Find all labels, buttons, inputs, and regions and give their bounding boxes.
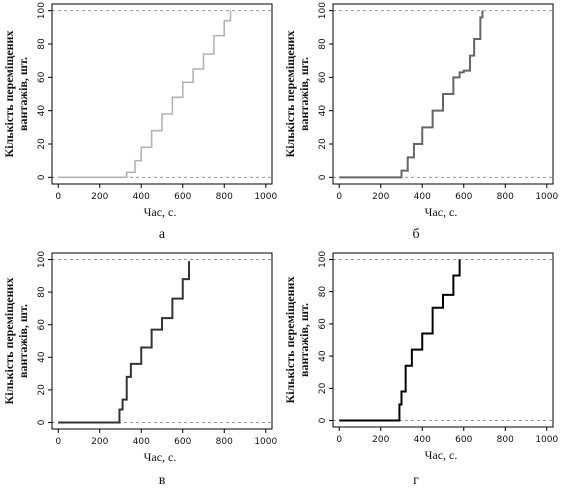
y-tick-label-a-5: 100 [37,2,47,19]
chart-panel-a: 0 200 400 600 800 1000 0 20 40 60 80 100 Час, с. Кіль… [0,0,281,246]
y-tick-label-d-4: 80 [318,286,328,298]
y-axis-label-a-line-1: Кількість переміщених [2,31,16,158]
series-line-c [58,261,190,424]
x-tick-label-d-2: 400 [414,435,431,445]
x-tick-label-b-1: 200 [372,192,389,202]
y-tick-label-c-3: 60 [37,319,47,331]
x-tick-label-d-4: 800 [497,435,514,445]
chart-svg-c: 0 200 400 600 800 1000 0 20 40 60 80 100 Час, с. Кіль… [2,251,277,464]
plot-frame-b [332,3,554,185]
y-tick-label-b-2: 40 [318,105,328,117]
y-tick-label-a-2: 40 [37,105,47,117]
chart-svg-b: 0 200 400 600 800 1000 0 20 40 60 80 100 Час, с. Кіль… [283,2,558,219]
y-tick-label-b-1: 20 [318,138,328,150]
y-axis-label-b-line-2: вантажів, шт. [297,57,311,131]
x-tick-label-a-1: 200 [91,192,108,202]
chart-svg-d: 0 200 400 600 800 1000 0 20 40 60 80 100 Час, с. Кіль… [283,251,558,462]
series-line-a [58,10,232,179]
y-tick-label-d-3: 60 [318,318,328,330]
y-tick-label-d-2: 40 [318,350,328,362]
series-line-b [339,10,484,179]
chart-panel-c: 0 200 400 600 800 1000 0 20 40 60 80 100 Час, с. Кіль… [0,247,281,493]
subtitle-c: в [158,473,166,488]
y-tick-label-c-1: 20 [37,384,47,396]
y-axis-label-c-line-2: вантажів, шт. [16,304,30,378]
x-tick-label-c-0: 0 [55,437,61,447]
x-tick-label-c-3: 600 [174,437,191,447]
y-axis-label-a-line-2: вантажів, шт. [16,57,30,131]
y-tick-label-c-0: 0 [37,419,47,425]
chart-panel-d: 0 200 400 600 800 1000 0 20 40 60 80 100 Час, с. Кіль… [281,247,562,493]
y-tick-label-d-1: 20 [318,382,328,394]
y-tick-label-c-4: 80 [37,286,47,298]
y-tick-label-b-5: 100 [318,2,328,19]
plot-frame-c [51,252,273,430]
y-tick-label-b-0: 0 [318,174,328,180]
plot-frame-d [332,252,554,428]
x-tick-label-a-2: 400 [133,192,150,202]
x-tick-label-a-3: 600 [174,192,191,202]
subtitle-a: а [158,227,166,242]
x-tick-label-d-5: 1000 [535,435,558,445]
x-axis-label-d: Час, с. [425,448,458,462]
x-tick-label-a-5: 1000 [254,192,277,202]
y-tick-label-b-3: 60 [318,71,328,83]
x-axis-label-a: Час, с. [144,205,177,219]
x-tick-label-b-5: 1000 [535,192,558,202]
y-tick-label-a-4: 80 [37,38,47,50]
y-tick-label-a-3: 60 [37,71,47,83]
y-tick-label-d-5: 100 [318,251,328,268]
subtitle-d: г [413,473,419,488]
chart-svg-a: 0 200 400 600 800 1000 0 20 40 60 80 100 Час, с. Кіль… [2,2,277,219]
y-tick-label-b-4: 80 [318,38,328,50]
x-tick-label-d-0: 0 [336,435,342,445]
y-tick-label-d-0: 0 [318,417,328,423]
subtitle-b: б [412,227,420,242]
x-tick-label-a-4: 800 [216,192,233,202]
x-tick-label-c-2: 400 [133,437,150,447]
x-tick-label-b-3: 600 [455,192,472,202]
x-tick-label-a-0: 0 [55,192,61,202]
plot-frame-a [51,3,273,185]
y-tick-label-a-0: 0 [37,174,47,180]
x-tick-label-c-1: 200 [91,437,108,447]
y-tick-label-c-2: 40 [37,351,47,363]
y-axis-label-b-line-1: Кількість переміщених [283,31,297,158]
x-tick-label-b-4: 800 [497,192,514,202]
y-tick-label-a-1: 20 [37,138,47,150]
y-axis-label-c-line-1: Кількість переміщених [2,278,16,405]
series-line-d [339,259,461,422]
y-axis-label-d-line-1: Кількість переміщених [283,277,297,404]
x-tick-label-b-0: 0 [336,192,342,202]
x-axis-label-b: Час, с. [425,205,458,219]
x-tick-label-d-1: 200 [372,435,389,445]
x-tick-label-c-5: 1000 [254,437,277,447]
x-tick-label-c-4: 800 [216,437,233,447]
y-tick-label-c-5: 100 [37,251,47,268]
x-axis-label-c: Час, с. [144,450,177,464]
y-axis-label-d-line-2: вантажів, шт. [297,303,311,377]
x-tick-label-d-3: 600 [455,435,472,445]
chart-panel-b: 0 200 400 600 800 1000 0 20 40 60 80 100 Час, с. Кіль… [281,0,562,246]
x-tick-label-b-2: 400 [414,192,431,202]
